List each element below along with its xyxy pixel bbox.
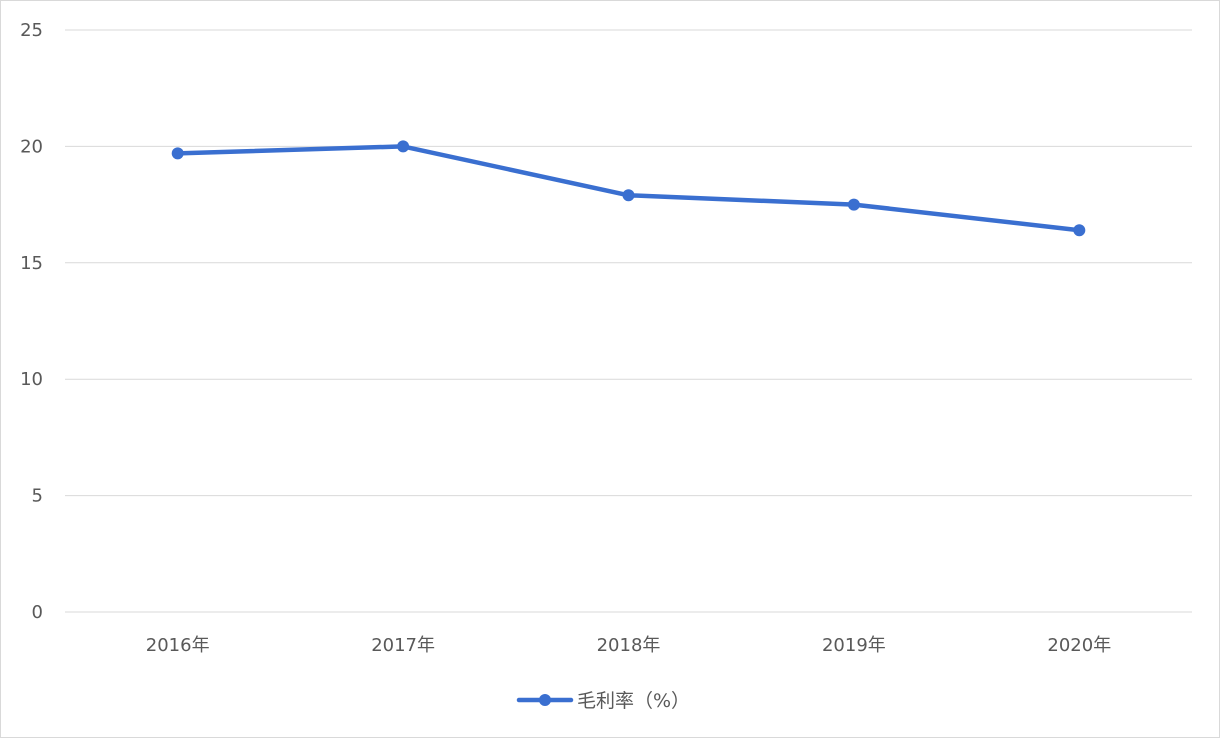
legend: 毛利率（%）	[516, 690, 690, 712]
y-tick-label: 25	[20, 20, 43, 41]
y-tick-label: 15	[20, 253, 43, 274]
data-point	[171, 147, 184, 160]
x-tick-label: 2020年	[1047, 635, 1111, 656]
series-line	[175, 144, 1082, 233]
x-tick-label: 2018年	[597, 635, 661, 656]
x-axis-ticks: 2016年 2017年 2018年 2019年 2020年	[146, 635, 1111, 656]
y-tick-label: 20	[20, 136, 43, 157]
data-point	[1073, 224, 1086, 237]
legend-label: 毛利率（%）	[577, 690, 690, 712]
y-tick-label: 5	[32, 486, 43, 507]
data-point	[847, 198, 860, 211]
y-axis-ticks: 0 5 10 15 20 25	[20, 20, 43, 623]
gridlines	[65, 29, 1192, 613]
legend-marker-icon	[539, 694, 551, 706]
x-tick-label: 2017年	[371, 635, 435, 656]
y-tick-label: 0	[32, 602, 43, 623]
y-tick-label: 10	[20, 369, 43, 390]
x-tick-label: 2016年	[146, 635, 210, 656]
series-layer	[171, 140, 1086, 237]
data-point	[397, 140, 410, 153]
data-point	[622, 189, 635, 202]
x-tick-label: 2019年	[822, 635, 886, 656]
